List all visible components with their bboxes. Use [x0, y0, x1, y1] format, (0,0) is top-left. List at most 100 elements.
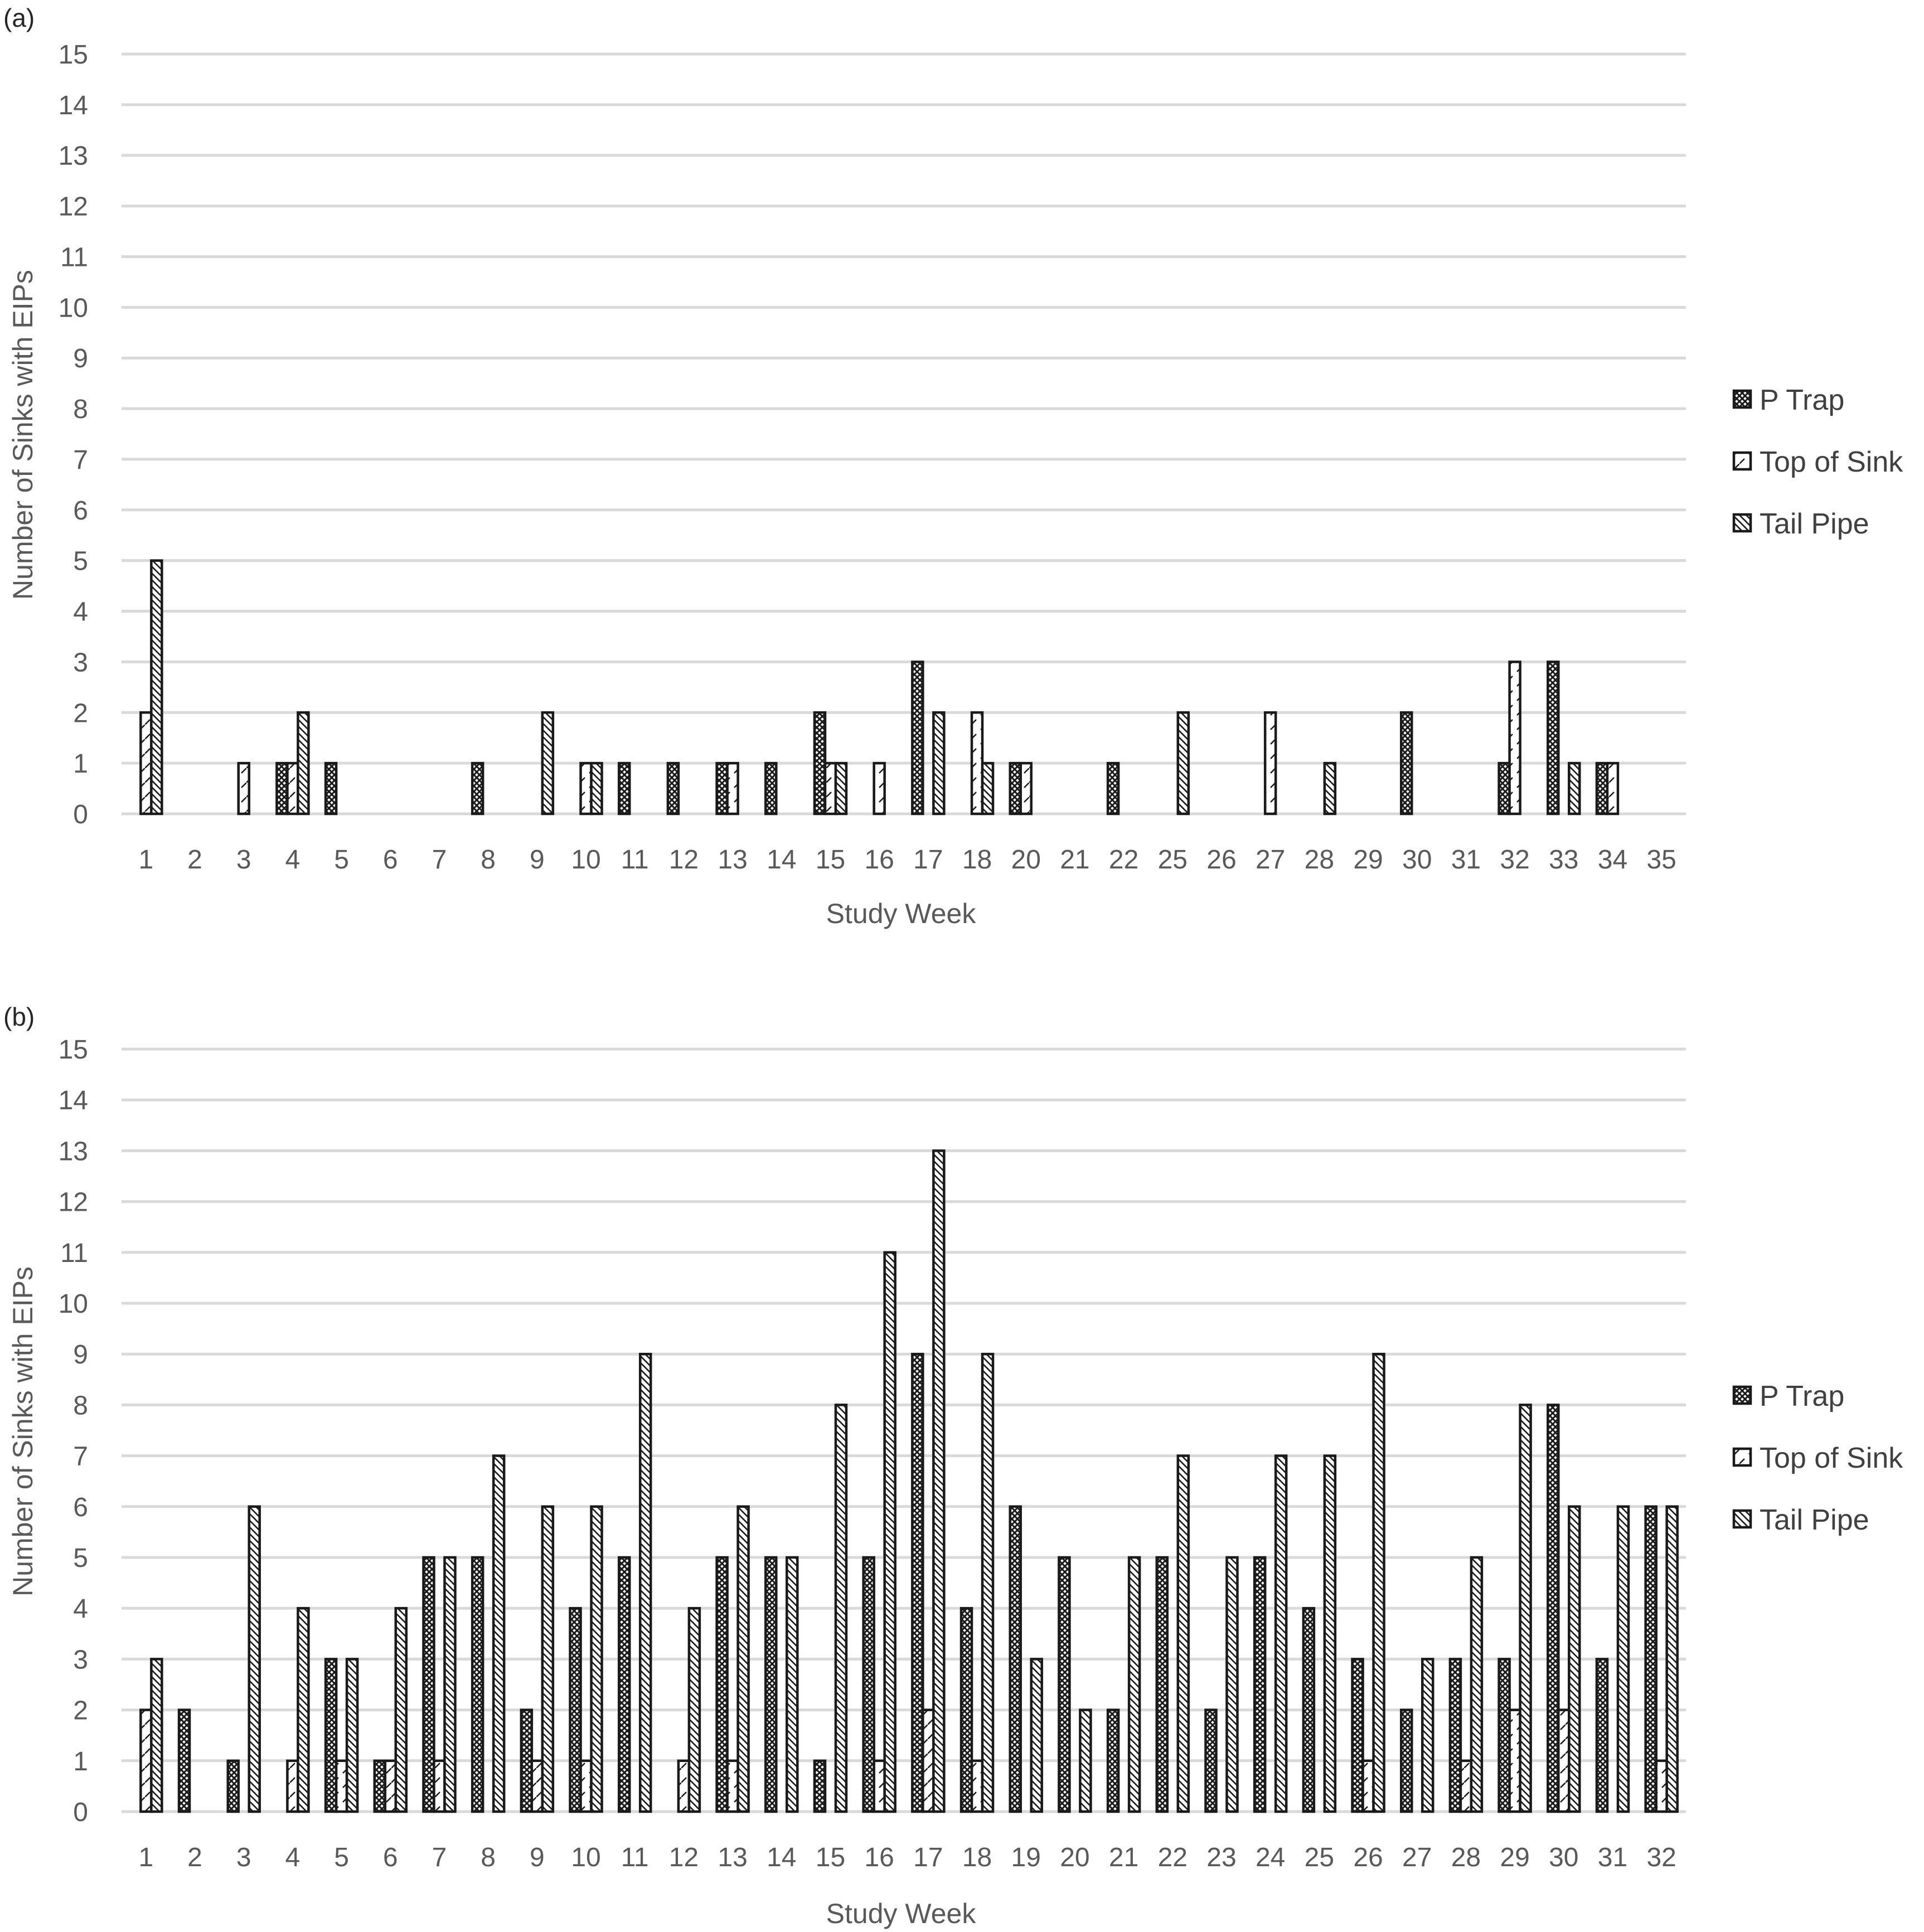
bar-tail-pipe-week-1 — [150, 559, 163, 815]
legend-label-p-trap: P Trap — [1760, 1380, 1844, 1412]
panel-b-legend: P Trap Top of Sink Tail Pipe — [1732, 1380, 1903, 1536]
x-tick-label: 30 — [1549, 1843, 1578, 1872]
x-tick-label: 25 — [1305, 1843, 1334, 1872]
bar-p-trap-week-14 — [764, 1556, 778, 1813]
legend-swatch-tail-pipe — [1732, 1509, 1752, 1529]
x-tick-label: 27 — [1402, 1843, 1432, 1872]
y-tick-label: 13 — [59, 1137, 88, 1166]
x-tick-label: 29 — [1500, 1843, 1529, 1872]
y-tick-label: 0 — [73, 800, 88, 829]
bar-top-of-sink-week-27 — [1263, 711, 1277, 815]
bar-p-trap-week-26 — [1351, 1658, 1364, 1813]
bar-tail-pipe-week-28 — [1470, 1556, 1484, 1813]
y-tick-label: 9 — [73, 344, 88, 373]
bar-tail-pipe-week-18 — [981, 761, 995, 815]
bar-p-trap-week-30 — [1399, 711, 1413, 815]
panel-a-x-axis-title: Study Week — [826, 898, 977, 929]
bar-tail-pipe-week-17 — [932, 711, 946, 815]
bar-p-trap-week-20 — [1058, 1556, 1071, 1813]
bar-p-trap-week-28 — [1448, 1658, 1462, 1813]
bar-tail-pipe-week-15 — [834, 761, 848, 815]
x-tick-label: 18 — [962, 1843, 992, 1872]
bar-p-trap-week-22 — [1106, 761, 1120, 815]
x-tick-label: 14 — [767, 1843, 796, 1872]
bar-p-trap-week-8 — [471, 761, 484, 815]
x-tick-label: 17 — [913, 845, 943, 875]
x-tick-label: 17 — [913, 1843, 943, 1872]
bar-p-trap-week-25 — [1302, 1606, 1316, 1813]
y-tick-label: 2 — [73, 698, 88, 728]
bar-tail-pipe-week-1 — [150, 1658, 163, 1813]
bar-top-of-sink-week-1 — [139, 711, 153, 815]
bar-p-trap-week-8 — [471, 1556, 484, 1813]
bar-top-of-sink-week-29 — [1508, 1708, 1521, 1813]
y-tick-label: 9 — [73, 1340, 88, 1370]
bar-top-of-sink-week-26 — [1361, 1759, 1375, 1813]
bar-tail-pipe-week-7 — [443, 1556, 457, 1813]
panel-a-label: (a) — [3, 3, 35, 32]
bar-p-trap-week-4 — [275, 761, 289, 815]
bar-top-of-sink-week-7 — [433, 1759, 446, 1813]
bar-top-of-sink-week-4 — [286, 1759, 299, 1813]
x-tick-label: 8 — [481, 1843, 496, 1872]
x-tick-label: 3 — [236, 1843, 251, 1872]
bar-tail-pipe-week-15 — [834, 1404, 848, 1813]
bar-tail-pipe-week-3 — [248, 1505, 261, 1813]
x-tick-label: 26 — [1353, 1843, 1383, 1872]
y-tick-label: 5 — [73, 1543, 88, 1573]
x-tick-label: 2 — [187, 845, 202, 875]
x-tick-label: 16 — [864, 1843, 894, 1872]
bar-top-of-sink-week-16 — [873, 761, 886, 815]
bar-p-trap-week-10 — [569, 1606, 582, 1813]
bar-p-trap-week-17 — [911, 661, 924, 815]
bar-tail-pipe-week-10 — [590, 761, 603, 815]
x-tick-label: 2 — [187, 1843, 202, 1872]
bar-top-of-sink-week-13 — [726, 761, 739, 815]
bar-p-trap-week-19 — [1009, 1505, 1022, 1813]
panel-a-gridlines — [122, 52, 1686, 815]
bar-top-of-sink-week-32 — [1655, 1759, 1668, 1813]
y-tick-label: 1 — [73, 1747, 88, 1776]
y-tick-label: 3 — [73, 1645, 88, 1674]
bar-p-trap-week-12 — [666, 761, 680, 815]
bar-p-trap-week-32 — [1497, 761, 1511, 815]
x-tick-label: 10 — [571, 845, 600, 875]
x-tick-label: 32 — [1646, 1843, 1676, 1872]
bar-top-of-sink-week-4 — [286, 761, 299, 815]
bar-top-of-sink-week-12 — [677, 1759, 691, 1813]
bar-p-trap-week-31 — [1595, 1658, 1609, 1813]
bar-tail-pipe-week-30 — [1568, 1505, 1581, 1813]
x-tick-label: 7 — [432, 1843, 447, 1872]
panel-b-label: (b) — [3, 1002, 35, 1031]
legend-swatch-top-of-sink — [1732, 1447, 1752, 1467]
x-tick-label: 21 — [1060, 845, 1089, 875]
bar-p-trap-week-18 — [959, 1606, 973, 1813]
bar-p-trap-week-11 — [617, 1556, 631, 1813]
y-tick-label: 14 — [59, 1086, 88, 1115]
bar-p-trap-week-16 — [862, 1556, 875, 1813]
bar-p-trap-week-27 — [1399, 1708, 1413, 1813]
x-tick-label: 14 — [767, 845, 796, 875]
x-tick-label: 5 — [334, 1843, 349, 1872]
x-tick-label: 1 — [138, 1843, 153, 1872]
bar-p-trap-week-5 — [324, 1658, 338, 1813]
bar-tail-pipe-week-10 — [590, 1505, 603, 1813]
y-tick-label: 1 — [73, 749, 88, 779]
bar-tail-pipe-week-5 — [345, 1658, 359, 1813]
bar-p-trap-week-23 — [1204, 1708, 1218, 1813]
x-tick-label: 26 — [1206, 845, 1236, 875]
y-tick-label: 5 — [73, 547, 88, 576]
x-tick-label: 28 — [1451, 1843, 1481, 1872]
bar-p-trap-week-29 — [1497, 1658, 1511, 1813]
panel-b-x-axis-title: Study Week — [826, 1898, 977, 1929]
x-tick-label: 30 — [1402, 845, 1432, 875]
bar-top-of-sink-week-17 — [922, 1708, 935, 1813]
y-tick-label: 6 — [73, 1493, 88, 1522]
bar-tail-pipe-week-14 — [786, 1556, 799, 1813]
x-tick-label: 27 — [1256, 845, 1285, 875]
bar-tail-pipe-week-12 — [687, 1606, 701, 1813]
x-tick-label: 34 — [1598, 845, 1627, 875]
panel-a-y-axis-title: Number of Sinks with EIPs — [7, 270, 38, 600]
